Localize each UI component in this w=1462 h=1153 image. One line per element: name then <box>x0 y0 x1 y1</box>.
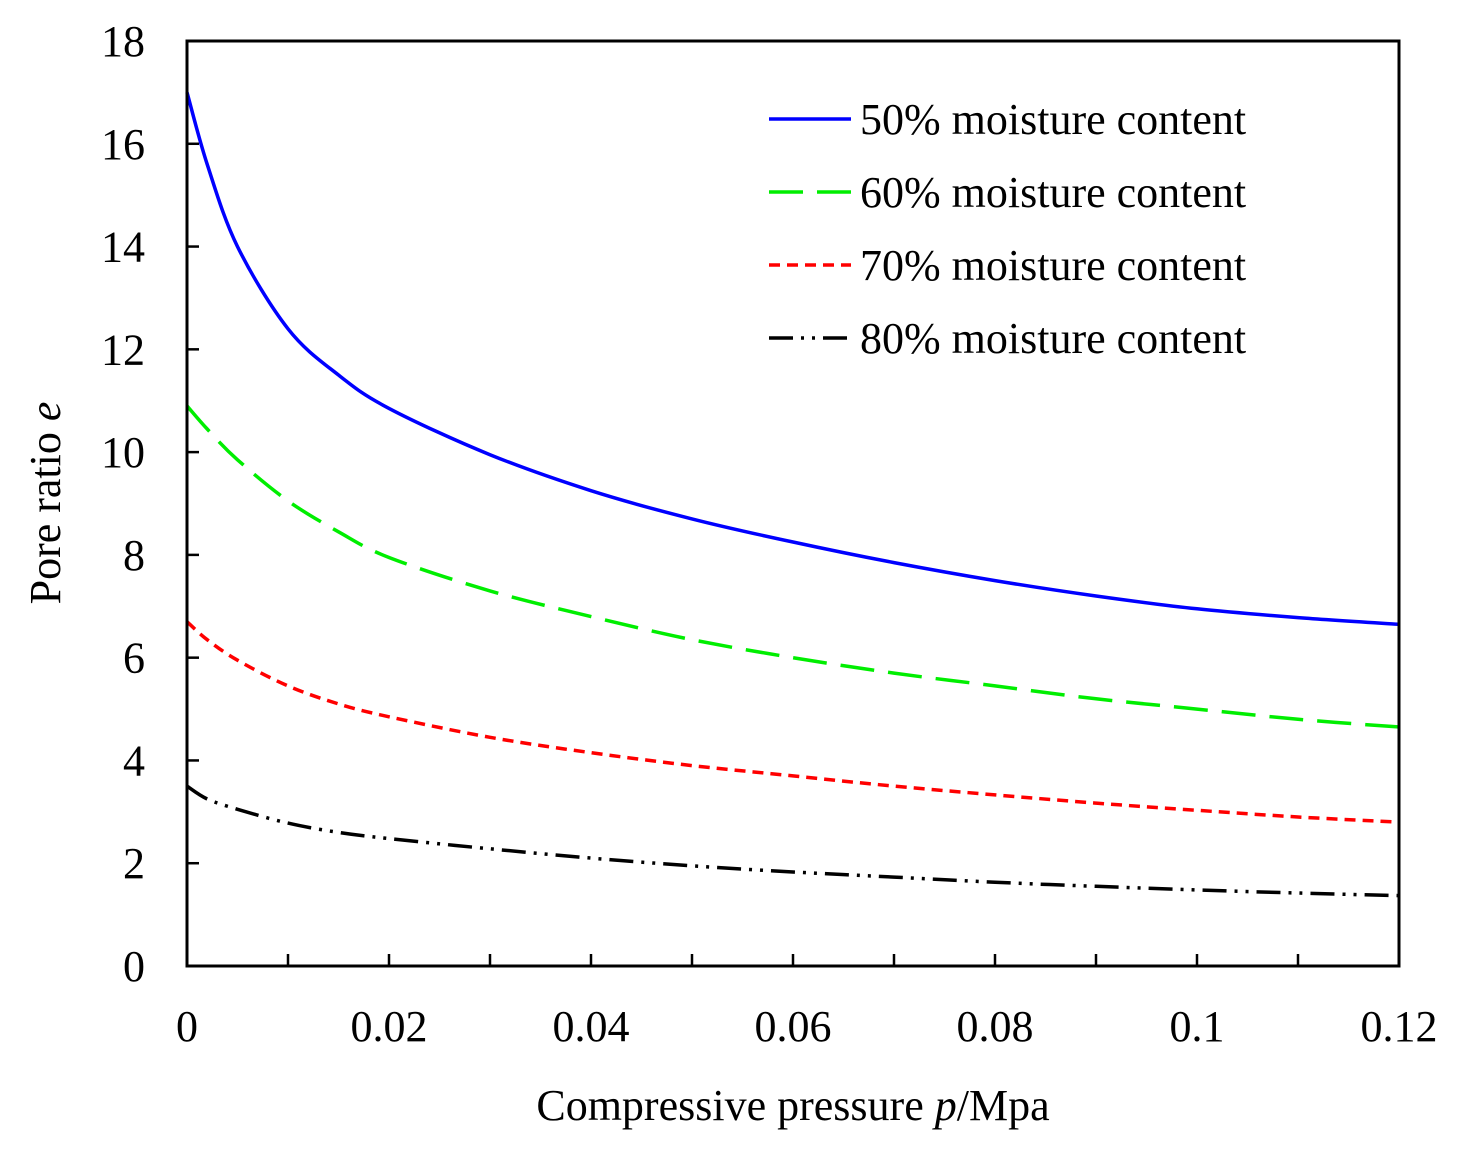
x-tick-label: 0.02 <box>351 1002 428 1051</box>
x-tick-label: 0 <box>176 1002 198 1051</box>
y-tick-label: 2 <box>123 839 145 888</box>
x-tick-label: 0.04 <box>553 1002 630 1051</box>
y-tick-label: 0 <box>123 942 145 991</box>
legend-label-4: 80% moisture content <box>860 314 1246 363</box>
x-tick-label: 0.1 <box>1170 1002 1225 1051</box>
y-tick-label: 8 <box>123 531 145 580</box>
legend: 50% moisture content 60% moisture content… <box>769 95 1246 363</box>
x-tick-label: 0.06 <box>755 1002 832 1051</box>
series-line-1 <box>185 91 1400 627</box>
series-line-3 <box>185 620 1400 824</box>
x-tick-label: 0.08 <box>957 1002 1034 1051</box>
y-tick-label: 18 <box>101 17 145 66</box>
y-tick-label: 6 <box>123 634 145 683</box>
y-tick-label: 14 <box>101 223 145 272</box>
ticks-layer: 0 0.02 0.04 0.06 0.08 0.1 0.12 0 2 4 6 8 10 12 14 16 18 <box>101 17 1438 1051</box>
series-layer <box>185 91 1400 898</box>
legend-label-3: 70% moisture content <box>860 241 1246 290</box>
series-line-4 <box>186 784 1400 898</box>
y-axis-title: Pore ratio e <box>21 402 70 605</box>
y-tick-label: 10 <box>101 428 145 477</box>
y-tick-label: 12 <box>101 325 145 374</box>
legend-label-1: 50% moisture content <box>860 95 1246 144</box>
x-tick-label: 0.12 <box>1361 1002 1438 1051</box>
y-tick-label: 16 <box>101 120 145 169</box>
legend-label-2: 60% moisture content <box>860 168 1246 217</box>
y-tick-label: 4 <box>123 736 145 785</box>
series-line-2 <box>185 404 1400 729</box>
x-axis-title: Compressive pressure p/Mpa <box>536 1081 1049 1130</box>
